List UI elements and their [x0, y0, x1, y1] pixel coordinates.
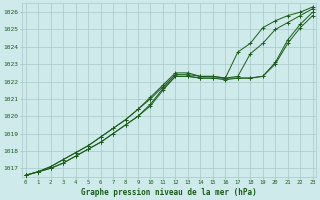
X-axis label: Graphe pression niveau de la mer (hPa): Graphe pression niveau de la mer (hPa) [81, 188, 257, 197]
